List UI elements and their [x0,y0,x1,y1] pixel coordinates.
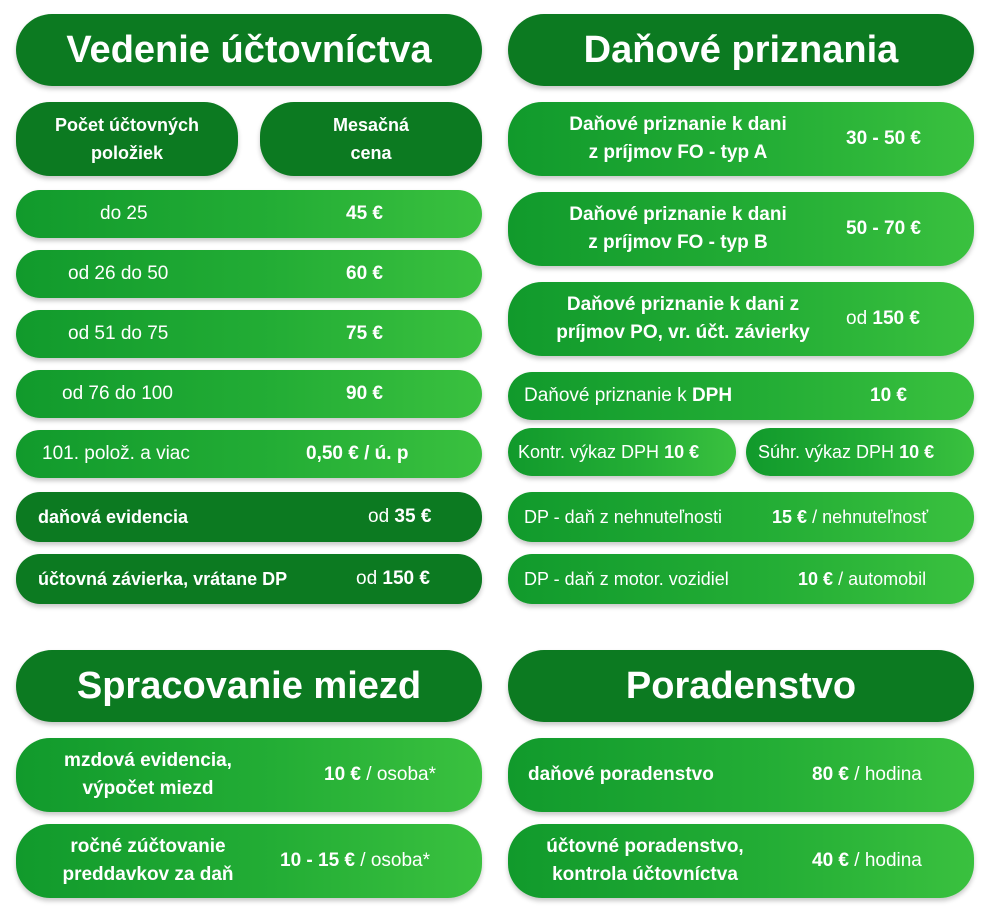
payroll-title: Spracovanie miezd [76,664,422,707]
tax-fo-b-price: 50 - 70 € [846,218,921,239]
payroll-annual-line2: preddavkov za daň [62,864,234,885]
row-label: do 25 [100,203,148,224]
consulting-header: Poradenstvo [508,650,974,722]
column-header-price: Mesačná cena [260,102,482,176]
accounting-title: Vedenie účtovníctva [66,28,432,71]
tax-records-price: 35 € [394,506,432,527]
payroll-wages-line2: výpočet miezd [82,778,214,799]
row-price: 75 € [346,323,383,344]
tax-fo-a-price: 30 - 50 € [846,128,921,149]
tax-fo-b-line2: z príjmov FO - typ B [588,232,768,253]
table-row: od 26 do 50 60 € [16,250,482,298]
table-row: od 76 do 100 90 € [16,370,482,418]
tax-vat-label-bold: DPH [691,385,733,406]
tax-fo-a-row: Daňové priznanie k dani z príjmov FO - t… [508,102,974,176]
closing-row: účtovná závierka, vrátane DP od 150 € [16,554,482,604]
tax-summary-row: Súhr. výkaz DPH 10 € [746,428,974,476]
closing-label: účtovná závierka, vrátane DP [38,568,288,589]
tax-control-row: Kontr. výkaz DPH 10 € [508,428,736,476]
closing-price: 150 € [382,568,430,589]
consulting-tax-row: daňové poradenstvo 80 € / hodina [508,738,974,812]
consulting-tax-price: 80 € [812,764,849,785]
column-header-price-line2: cena [350,143,392,163]
consulting-acc-row: účtovné poradenstvo, kontrola účtovníctv… [508,824,974,898]
table-row: 101. polož. a viac 0,50 € / ú. p [16,430,482,478]
payroll-header: Spracovanie miezd [16,650,482,722]
consulting-title: Poradenstvo [625,664,857,707]
row-label: od 76 do 100 [62,383,173,404]
payroll-wages-unit: / osoba* [366,764,436,785]
column-header-items: Počet účtovných položiek [16,102,238,176]
tax-vat-label: Daňové priznanie k [524,385,687,406]
tax-property-row: DP - daň z nehnuteľnosti 15 € / nehnuteľ… [508,492,974,542]
tax-title: Daňové priznania [583,28,899,71]
tax-property-price: 15 € [772,506,808,527]
row-price: 0,50 € / ú. p [306,443,409,464]
consulting-tax-unit: / hodina [854,764,922,785]
table-row: od 51 do 75 75 € [16,310,482,358]
payroll-annual-row: ročné zúčtovanie preddavkov za daň 10 - … [16,824,482,898]
tax-po-line2: príjmov PO, vr. účt. závierky [556,322,810,343]
payroll-annual-line1: ročné zúčtovanie [70,836,226,857]
row-label: od 26 do 50 [68,263,169,284]
tax-fo-a-line2: z príjmov FO - typ A [588,142,768,163]
tax-fo-b-row: Daňové priznanie k dani z príjmov FO - t… [508,192,974,266]
consulting-tax-label: daňové poradenstvo [528,764,714,785]
row-label: 101. polož. a viac [42,443,190,464]
row-price: 45 € [346,203,383,224]
tax-vehicle-row: DP - daň z motor. vozidiel 10 € / automo… [508,554,974,604]
tax-summary-label: Súhr. výkaz DPH [758,441,895,462]
tax-property-unit: / nehnuteľnosť [812,506,929,527]
tax-records-row: daňová evidencia od 35 € [16,492,482,542]
table-row: do 25 45 € [16,190,482,238]
column-header-items-line2: položiek [90,143,163,163]
consulting-acc-unit: / hodina [854,850,922,871]
column-header-items-line1: Počet účtovných [54,115,200,135]
payroll-annual-price: 10 - 15 € [280,850,355,871]
tax-records-label: daňová evidencia [38,506,189,527]
tax-po-prefix: od [846,308,868,329]
column-header-price-line1: Mesačná [332,115,410,135]
tax-fo-b-line1: Daňové priznanie k dani [569,204,787,225]
consulting-acc-price: 40 € [812,850,849,871]
tax-vat-row: Daňové priznanie k DPH 10 € [508,372,974,420]
tax-control-price: 10 € [664,441,700,462]
row-price: 60 € [346,263,383,284]
payroll-wages-row: mzdová evidencia, výpočet miezd 10 € / o… [16,738,482,812]
tax-fo-a-line1: Daňové priznanie k dani [569,114,787,135]
tax-po-price: 150 € [872,308,920,329]
payroll-wages-price: 10 € [324,764,361,785]
tax-records-prefix: od [368,506,390,527]
tax-po-row: Daňové priznanie k dani z príjmov PO, vr… [508,282,974,356]
payroll-annual-unit: / osoba* [360,850,431,871]
tax-vehicle-price: 10 € [798,568,834,589]
tax-vat-price: 10 € [870,385,907,406]
accounting-header: Vedenie účtovníctva [16,14,482,86]
tax-control-label: Kontr. výkaz DPH [518,441,660,462]
payroll-wages-line1: mzdová evidencia, [64,750,232,771]
consulting-acc-line1: účtovné poradenstvo, [546,836,744,857]
tax-header: Daňové priznania [508,14,974,86]
row-label: od 51 do 75 [68,323,169,344]
closing-prefix: od [356,568,378,589]
consulting-acc-line2: kontrola účtovníctva [552,864,738,885]
tax-property-label: DP - daň z nehnuteľnosti [524,506,723,527]
tax-po-line1: Daňové priznanie k dani z [566,294,800,315]
tax-vehicle-unit: / automobil [838,568,927,589]
tax-vehicle-label: DP - daň z motor. vozidiel [524,568,729,589]
row-price: 90 € [346,383,383,404]
tax-summary-price: 10 € [899,441,935,462]
